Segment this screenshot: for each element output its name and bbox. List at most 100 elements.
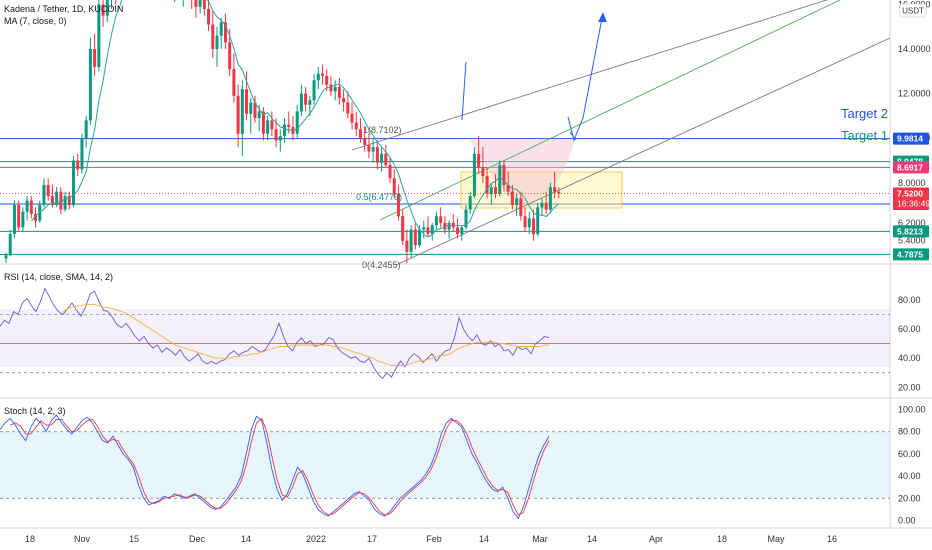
candle-body	[55, 191, 59, 206]
rsi-band-fill	[0, 309, 890, 367]
time-tick-label: 2022	[306, 534, 326, 544]
rsi-tick-label: 40.00	[898, 353, 921, 363]
candle-countdown: 16:36:49	[897, 198, 930, 208]
candle-body	[105, 0, 109, 16]
candle-body	[274, 129, 278, 141]
candle-body	[342, 98, 346, 103]
time-tick-label: May	[767, 534, 785, 544]
candle-body	[502, 164, 506, 185]
price-axis[interactable]: 16.000014.000012.000010.00008.00006.2000…	[893, 0, 931, 525]
candle-body	[363, 138, 367, 145]
time-tick-label: 18	[25, 534, 35, 544]
stoch-tick-label: 80.00	[898, 427, 921, 437]
candle-body	[299, 93, 303, 112]
price-level-value: 5.8213	[897, 226, 923, 236]
candles	[4, 0, 561, 263]
candle-body	[354, 122, 358, 130]
stoch-indicator-label[interactable]: Stoch (14, 2, 3)	[4, 406, 66, 416]
ma-indicator-label[interactable]: MA (7, close, 0)	[4, 16, 67, 26]
candle-body	[266, 120, 270, 134]
rsi-sma-line[interactable]	[62, 303, 549, 366]
candle-body	[477, 153, 481, 168]
time-tick-label: 14	[479, 534, 489, 544]
price-level-value: 9.9814	[897, 134, 923, 144]
candle-body	[405, 240, 409, 252]
candle-body	[42, 184, 46, 206]
candle-body	[215, 35, 219, 50]
candle-body	[101, 4, 105, 16]
candle-body	[519, 198, 523, 217]
candle-body	[59, 191, 63, 210]
currency-label: USDT	[902, 7, 924, 16]
candle-body	[17, 205, 21, 228]
candle-body	[523, 216, 527, 228]
projection-arrowhead	[598, 12, 607, 22]
stoch-k-line[interactable]	[0, 414, 550, 520]
candle-body	[544, 202, 548, 210]
candle-body	[67, 196, 71, 206]
candle-body	[358, 129, 362, 139]
time-tick-label: 16	[827, 534, 837, 544]
candle-body	[375, 147, 379, 163]
time-axis[interactable]: 18 Nov 15 Dec 14 2022 17 Feb 14 Mar 14 Apr 18 May 16	[25, 534, 837, 544]
candle-body	[207, 8, 211, 25]
rsi-pane	[0, 287, 890, 380]
channel-upper-line[interactable]	[351, 0, 890, 151]
candle-body	[401, 216, 405, 241]
rsi-line[interactable]	[0, 287, 550, 380]
time-tick-label: Feb	[426, 534, 442, 544]
candle-body	[316, 73, 320, 81]
candle-body	[557, 191, 561, 194]
candle-body	[228, 42, 232, 70]
candle-body	[97, 4, 101, 67]
time-tick-label: Mar	[532, 534, 548, 544]
ma-line[interactable]	[30, 0, 560, 238]
candle-body	[392, 178, 396, 194]
candle-body	[422, 227, 426, 230]
candle-body	[21, 211, 25, 228]
price-level-value: 4.7875	[897, 249, 923, 259]
stoch-tick-label: 40.00	[898, 471, 921, 481]
candle-body	[270, 120, 274, 130]
price-level-tag	[893, 187, 929, 210]
candle-body	[80, 138, 84, 170]
candle-body	[350, 113, 354, 123]
time-tick-label: Nov	[74, 534, 91, 544]
candle-body	[93, 49, 97, 67]
candle-body	[194, 0, 198, 7]
candle-body	[472, 153, 476, 197]
projection-path[interactable]	[567, 17, 603, 142]
candle-body	[468, 196, 472, 210]
rsi-tick-label: 20.00	[898, 382, 921, 392]
candle-body	[257, 111, 261, 119]
candle-body	[540, 202, 544, 208]
candle-body	[527, 218, 531, 228]
candle-body	[460, 227, 464, 235]
target-1-label: Target 1	[841, 128, 888, 143]
stoch-tick-label: 20.00	[898, 493, 921, 503]
currency-badge[interactable]	[899, 3, 927, 18]
stoch-d-line[interactable]	[10, 417, 550, 516]
impulse-arrow[interactable]	[461, 61, 467, 121]
time-tick-label: 15	[129, 534, 139, 544]
candle-body	[38, 205, 42, 221]
candle-body	[506, 184, 510, 192]
rsi-indicator-label[interactable]: RSI (14, close, SMA, 14, 2)	[4, 272, 113, 282]
candle-body	[396, 193, 400, 217]
time-tick-label: Dec	[189, 534, 206, 544]
price-level-tag	[893, 132, 929, 145]
drawings	[351, 0, 891, 266]
candle-body	[553, 187, 557, 192]
candle-body	[532, 218, 535, 235]
channel-mid-line[interactable]	[379, 0, 841, 221]
price-tick-label: 5.4000	[898, 236, 926, 246]
candle-body	[481, 167, 485, 177]
candle-body	[219, 22, 223, 36]
cup-highlight-zone[interactable]	[470, 140, 575, 205]
candle-body	[418, 229, 422, 246]
candle-body	[548, 187, 552, 210]
stoch-band-fill	[0, 432, 890, 498]
candle-body	[489, 187, 493, 194]
price-tick-label: 14.0000	[898, 44, 931, 54]
channel-lower-line[interactable]	[395, 37, 891, 266]
